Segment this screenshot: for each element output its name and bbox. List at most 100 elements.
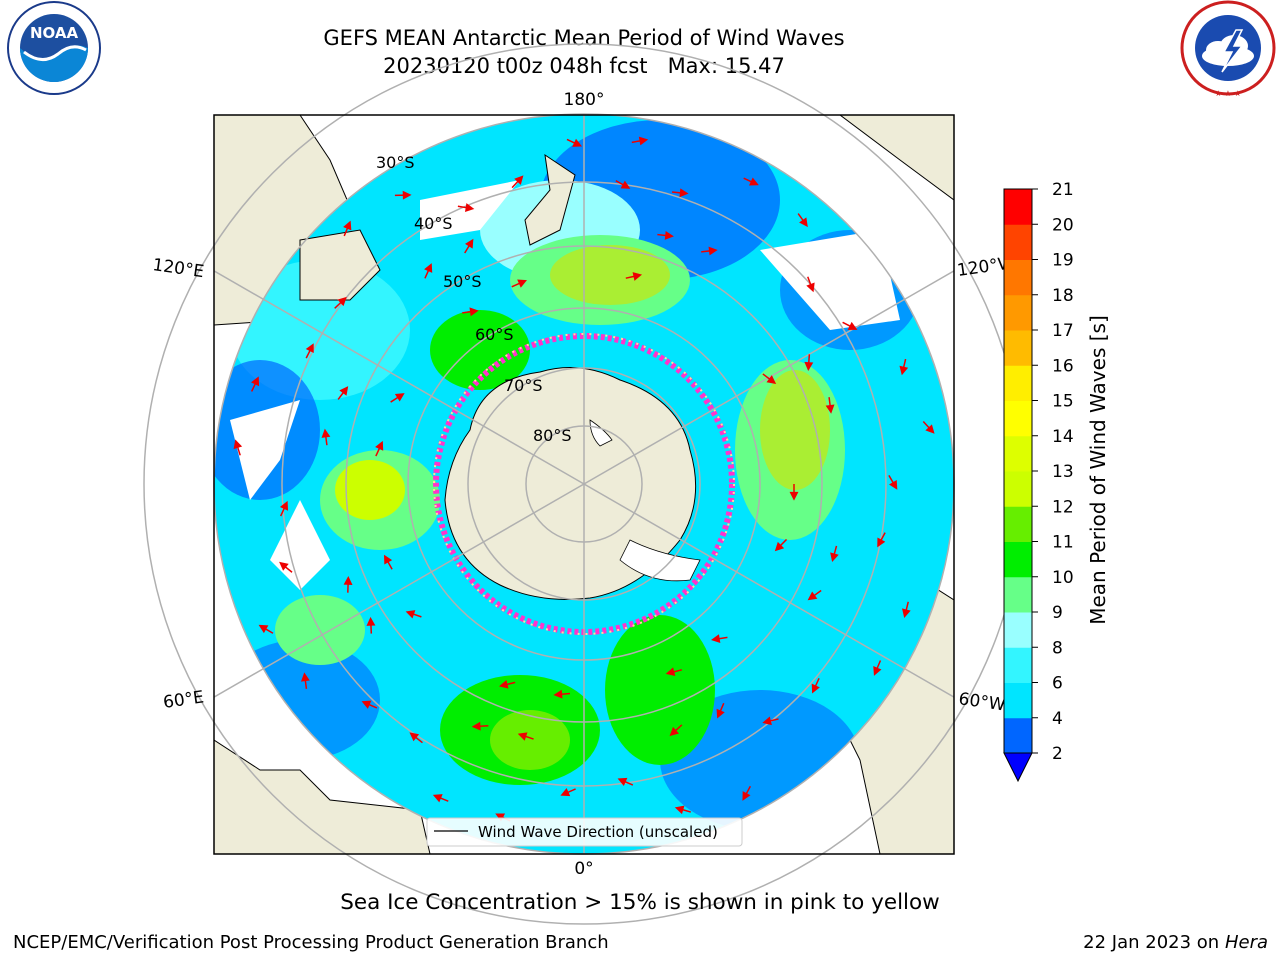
wave-direction-arrowhead (405, 610, 416, 619)
noaa-logo: NOAA (7, 1, 101, 95)
wave-direction-arrowhead (233, 439, 243, 450)
wave-direction-arrowhead (925, 424, 935, 434)
wave-direction-arrowhead (669, 726, 680, 737)
wave-direction-arrowhead (632, 272, 643, 281)
colorbar-tick-label: 19 (1052, 251, 1074, 271)
wave-direction-arrowhead (873, 666, 882, 676)
wave-direction-arrowhead (716, 708, 725, 719)
date-credit: 22 Jan 2023 on Hera (1083, 932, 1268, 953)
wave-direction-arrowhead (553, 689, 563, 699)
wave-direction-arrowhead (638, 136, 649, 146)
wave-direction-arrowhead (321, 428, 331, 438)
wave-direction-arrowhead (258, 624, 269, 634)
colorbar-band (1004, 612, 1032, 648)
colorbar-band (1004, 189, 1032, 225)
colorbar: 2 4 6 8 9 10 11 12 13 14 15 16 17 18 19 20 21 (1003, 180, 1074, 783)
lon-label-180: 180° (564, 90, 605, 110)
lat-label-40s: 40°S (414, 214, 453, 233)
wave-direction-arrowhead (762, 716, 772, 726)
wave-direction-arrowhead (664, 230, 674, 240)
sea-ice-note: Sea Ice Concentration > 15% is shown in … (340, 890, 940, 915)
colorbar-tick-label: 11 (1052, 533, 1074, 553)
wave-direction-arrowhead (889, 479, 898, 490)
colorbar-band (1004, 259, 1032, 296)
wave-direction-arrowhead (620, 180, 631, 189)
wave-direction-arrowhead (789, 491, 799, 501)
colorbar-tick-label: 12 (1052, 497, 1074, 517)
wave-direction-arrowhead (811, 683, 820, 694)
wave-direction-arrowhead (806, 282, 815, 293)
colorbar-tick-label: 13 (1052, 462, 1074, 482)
colorbar-tick-label: 8 (1052, 638, 1063, 658)
lon-label-120e: 120°E (151, 255, 205, 282)
wave-direction-arrowhead (339, 386, 349, 396)
wave-direction-arrowhead (560, 788, 571, 797)
wave-direction-arrowhead (279, 500, 289, 511)
wave-direction-arrowhead (469, 307, 479, 317)
lat-label-70s: 70°S (504, 376, 543, 395)
lon-label-0: 0° (574, 859, 593, 879)
map-legend: Wind Wave Direction (unscaled) (426, 817, 743, 847)
wave-direction-arrowhead (766, 375, 777, 385)
wave-direction-arrowhead (465, 238, 474, 249)
lat-label-80s: 80°S (533, 426, 572, 445)
colorbar-band (1004, 647, 1032, 683)
wave-direction-arrowhead (394, 393, 405, 402)
lat-label-60s: 60°S (475, 325, 514, 344)
wave-direction-arrowhead (337, 296, 347, 307)
colorbar-extend-triangle (1003, 752, 1033, 783)
wave-direction-arrowhead (343, 576, 353, 585)
colorbar-tick-label: 4 (1052, 709, 1063, 729)
colorbar-tick-label: 10 (1052, 568, 1074, 588)
lon-label-60w: 60°W (957, 689, 1006, 715)
host-text: Hera (1224, 932, 1268, 953)
wave-direction-arrowhead (711, 634, 721, 644)
wave-direction-arrowhead (799, 217, 808, 228)
wave-direction-arrowhead (742, 791, 751, 801)
wave-direction-arrowhead (774, 541, 785, 552)
legend-label: Wind Wave Direction (unscaled) (478, 823, 718, 841)
wave-direction-arrowhead (708, 246, 718, 256)
colorbar-tick-label: 18 (1052, 286, 1074, 306)
wave-direction-arrowhead (279, 561, 289, 571)
colorbar-tick-label: 21 (1052, 180, 1074, 200)
wave-direction-arrowhead (807, 591, 818, 601)
colorbar-tick-label: 16 (1052, 356, 1074, 376)
colorbar-tick-label: 2 (1052, 744, 1063, 764)
wave-direction-arrowhead (471, 721, 481, 731)
colorbar-tick-label: 20 (1052, 215, 1074, 235)
colorbar-tick-label: 15 (1052, 392, 1074, 412)
wave-direction-arrowhead (343, 220, 352, 231)
colorbar-label: Mean Period of Wind Waves [s] (1086, 315, 1110, 625)
wave-direction-arrowhead (877, 537, 886, 548)
wave-direction-arrowhead (748, 177, 759, 186)
colorbar-band (1004, 506, 1032, 542)
wave-direction-arrowhead (375, 440, 384, 451)
wave-direction-arrowhead (517, 732, 528, 741)
colorbar-band (1004, 541, 1032, 578)
wave-direction-arrowhead (847, 321, 858, 330)
wave-direction-arrowhead (383, 554, 393, 565)
latitude-labels: 30°S 40°S 50°S 60°S 70°S 80°S (376, 153, 572, 445)
wave-direction-arrowhead (517, 279, 527, 288)
wave-direction-arrowhead (498, 679, 509, 689)
wave-direction-arrowhead (804, 361, 814, 371)
colorbar-band (1004, 400, 1032, 437)
svg-text:NOAA: NOAA (30, 24, 79, 42)
colorbar-tick-label: 17 (1052, 321, 1074, 341)
lat-label-30s: 30°S (376, 153, 415, 172)
svg-text:★ ★ ★: ★ ★ ★ (1215, 89, 1242, 98)
wave-direction-arrowhead (402, 190, 412, 200)
date-text: 22 Jan 2023 on (1083, 932, 1225, 953)
wave-direction-arrowhead (432, 794, 443, 803)
wave-direction-arrowhead (514, 175, 524, 185)
wave-direction-arrowhead (495, 813, 506, 822)
wave-direction-arrowhead (464, 203, 475, 212)
colorbar-band (1004, 576, 1032, 613)
wave-direction-arrowhead (424, 263, 433, 273)
colorbar-band (1004, 682, 1032, 719)
lat-label-50s: 50°S (443, 272, 482, 291)
colorbar-band (1004, 224, 1032, 260)
colorbar-tick-label: 14 (1052, 427, 1074, 447)
